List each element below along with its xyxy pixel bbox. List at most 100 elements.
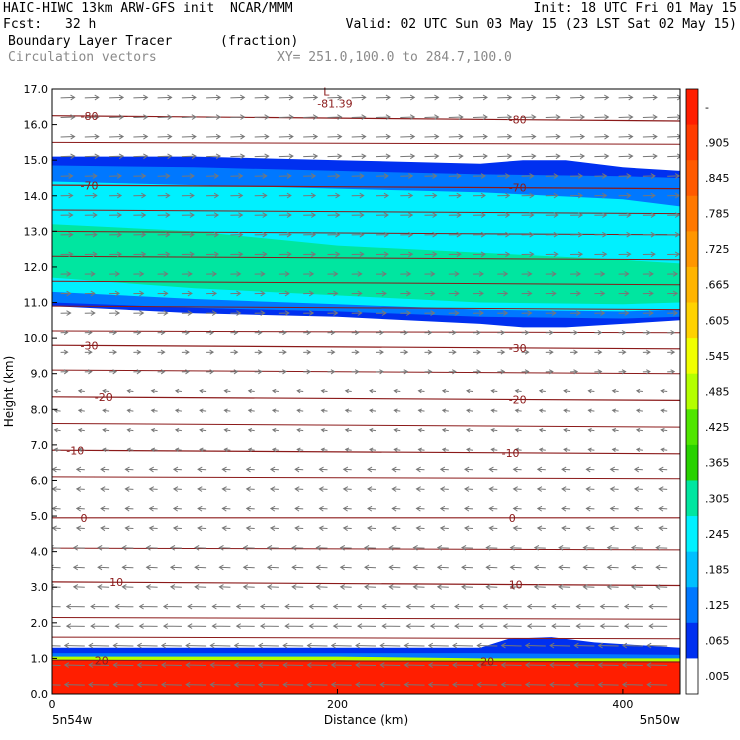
circulation-vector bbox=[157, 153, 173, 160]
header-fcst-value: 32 h bbox=[65, 17, 97, 32]
circulation-vector bbox=[133, 133, 149, 140]
circulation-vector bbox=[466, 388, 474, 394]
circulation-vector bbox=[587, 388, 595, 394]
circulation-vector bbox=[84, 231, 98, 238]
contour-label-layer: -80 -80 -70 -70 -30 -30 -20 -20 -10 -10 0 0 10 10 20 20… bbox=[66, 86, 526, 669]
temperature-contour-line bbox=[52, 209, 680, 215]
circulation-vector bbox=[145, 564, 158, 571]
circulation-vector bbox=[611, 408, 619, 413]
circulation-vector bbox=[526, 623, 546, 629]
y-tick-label: 14.0 bbox=[24, 190, 49, 203]
circulation-vector bbox=[351, 369, 360, 375]
circulation-vector bbox=[573, 662, 595, 668]
circulation-vector bbox=[351, 290, 363, 297]
circulation-vector bbox=[452, 681, 474, 688]
colorbar-label: .245 bbox=[705, 528, 730, 541]
circulation-vector bbox=[594, 349, 603, 355]
circulation-vector bbox=[52, 505, 61, 512]
circulation-vector bbox=[472, 114, 488, 120]
circulation-vector bbox=[388, 564, 401, 571]
circulation-vector bbox=[379, 681, 401, 688]
field1-units: (fraction) bbox=[220, 34, 299, 49]
circulation-vector bbox=[351, 231, 365, 238]
circulation-vector bbox=[278, 133, 294, 140]
temperature-contour-10 bbox=[52, 581, 680, 587]
circulation-vector bbox=[393, 447, 401, 452]
circulation-vector bbox=[133, 153, 149, 160]
circulation-vector bbox=[230, 212, 244, 218]
temperature-contour--30 bbox=[52, 344, 680, 350]
circulation-vector bbox=[563, 408, 571, 413]
x-axis-label: Distance (km) bbox=[324, 713, 408, 727]
circulation-vector bbox=[327, 290, 339, 297]
circulation-vector bbox=[570, 133, 586, 140]
circulation-vector bbox=[521, 251, 535, 258]
y-tick-label: 10.0 bbox=[24, 332, 49, 345]
circulation-vector bbox=[618, 271, 630, 277]
circulation-vector bbox=[424, 251, 438, 258]
circulation-vector bbox=[461, 564, 474, 571]
x-tick-label: 200 bbox=[327, 698, 348, 711]
circulation-vector bbox=[524, 642, 546, 649]
plot-frame bbox=[51, 88, 681, 695]
circulation-vector bbox=[448, 290, 460, 297]
circulation-vector bbox=[60, 133, 76, 140]
circulation-vector bbox=[597, 681, 619, 688]
y-tick-label: 7.0 bbox=[31, 439, 49, 452]
circulation-vector bbox=[320, 408, 328, 413]
circulation-vector bbox=[452, 662, 474, 668]
circulation-vector bbox=[424, 153, 440, 160]
circulation-vector bbox=[181, 310, 193, 316]
circulation-vector bbox=[536, 525, 546, 532]
circulation-vector bbox=[618, 153, 634, 160]
circulation-vector bbox=[667, 349, 676, 355]
circulation-vector bbox=[230, 349, 239, 355]
cross-section-xy: XY= 251.0,100.0 to 284.7,100.0 bbox=[277, 50, 512, 65]
circulation-vector bbox=[533, 584, 546, 590]
circulation-vector bbox=[545, 251, 559, 258]
circulation-vector bbox=[181, 133, 197, 140]
circulation-vector bbox=[157, 271, 169, 277]
circulation-vector bbox=[351, 251, 365, 258]
circulation-vector bbox=[257, 681, 279, 688]
circulation-vector bbox=[633, 486, 643, 492]
circulation-vector bbox=[375, 153, 391, 160]
circulation-vector bbox=[364, 584, 377, 590]
circulation-vector bbox=[573, 681, 595, 688]
circulation-vector bbox=[575, 623, 595, 629]
circulation-vector bbox=[609, 505, 619, 512]
circulation-vector bbox=[642, 349, 651, 355]
circulation-vector bbox=[206, 349, 215, 355]
circulation-vector bbox=[388, 584, 401, 590]
circulation-vector bbox=[429, 623, 449, 629]
circulation-vector bbox=[52, 606, 61, 608]
circulation-vector bbox=[472, 330, 481, 336]
circulation-vector bbox=[318, 486, 328, 492]
circulation-vector bbox=[197, 505, 207, 512]
colorbar-label: .425 bbox=[705, 421, 730, 434]
circulation-vector bbox=[642, 212, 656, 218]
circulation-vector bbox=[658, 505, 668, 512]
circulation-vector bbox=[75, 505, 85, 512]
circulation-vector bbox=[197, 525, 207, 532]
circulation-vector bbox=[109, 369, 118, 375]
circulation-vector bbox=[472, 94, 488, 101]
circulation-vector bbox=[327, 369, 336, 375]
circulation-vector bbox=[303, 192, 317, 199]
y-tick-label: 11.0 bbox=[24, 297, 49, 310]
circulation-vector bbox=[181, 251, 195, 258]
circulation-vector bbox=[259, 603, 279, 610]
circulation-vector bbox=[488, 505, 498, 512]
circulation-vector bbox=[367, 466, 377, 473]
colorbar-swatch bbox=[686, 373, 698, 410]
circulation-vector bbox=[642, 290, 654, 297]
circulation-vector bbox=[594, 369, 603, 375]
circulation-vector bbox=[181, 231, 195, 238]
contour-label: 10 bbox=[109, 576, 123, 589]
circulation-vector bbox=[284, 603, 304, 610]
circulation-vector bbox=[84, 271, 96, 277]
circulation-vector bbox=[84, 94, 100, 101]
circulation-vector bbox=[393, 408, 401, 413]
circulation-vector bbox=[185, 681, 207, 688]
circulation-vector bbox=[254, 290, 266, 297]
